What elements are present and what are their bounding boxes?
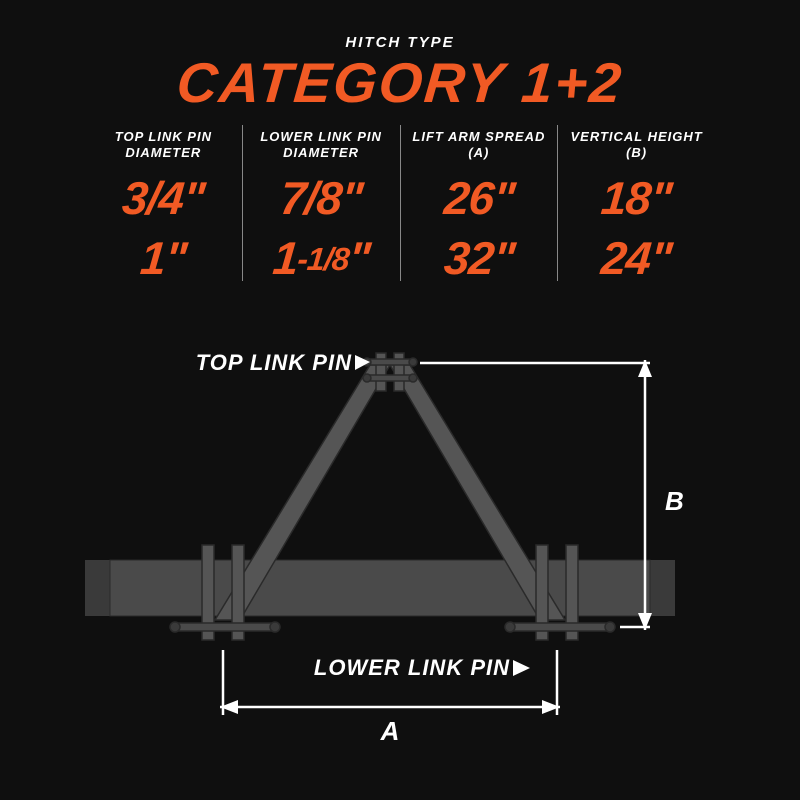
col-val-1: 7/8" xyxy=(245,175,398,221)
col-header: LOWER LINK PIN DIAMETER xyxy=(247,125,396,165)
arrow-icon xyxy=(513,660,530,676)
dim-a-letter: A xyxy=(380,716,400,746)
col-header: TOP LINK PIN DIAMETER xyxy=(89,125,238,165)
col-val-1: 26" xyxy=(402,175,555,221)
col-val-1: 18" xyxy=(560,175,713,221)
col-header: LIFT ARM SPREAD (A) xyxy=(405,125,554,165)
subtitle: HITCH TYPE xyxy=(0,34,800,51)
col-top-link: TOP LINK PIN DIAMETER 3/4" 1" xyxy=(85,125,242,281)
col-lower-link: LOWER LINK PIN DIAMETER 7/8" 1-1/8" xyxy=(242,125,400,281)
spec-table: TOP LINK PIN DIAMETER 3/4" 1" LOWER LINK… xyxy=(85,125,715,281)
col-vertical: VERTICAL HEIGHT (B) 18" 24" xyxy=(557,125,715,281)
col-val-2: 1-1/8" xyxy=(245,235,398,281)
col-lift-arm: LIFT ARM SPREAD (A) 26" 32" xyxy=(400,125,558,281)
col-val-2: 1" xyxy=(87,235,240,281)
dim-b-letter: B xyxy=(665,486,684,516)
hitch-diagram: TOP LINK PIN LOWER LINK PIN B A xyxy=(80,335,720,755)
main-title: CATEGORY 1+2 xyxy=(0,50,800,115)
col-val-2: 24" xyxy=(560,235,713,281)
col-header: VERTICAL HEIGHT (B) xyxy=(562,125,711,165)
col-val-2: 32" xyxy=(402,235,555,281)
lower-link-label: LOWER LINK PIN xyxy=(314,655,510,680)
top-link-label: TOP LINK PIN xyxy=(196,350,352,375)
col-val-1: 3/4" xyxy=(87,175,240,221)
